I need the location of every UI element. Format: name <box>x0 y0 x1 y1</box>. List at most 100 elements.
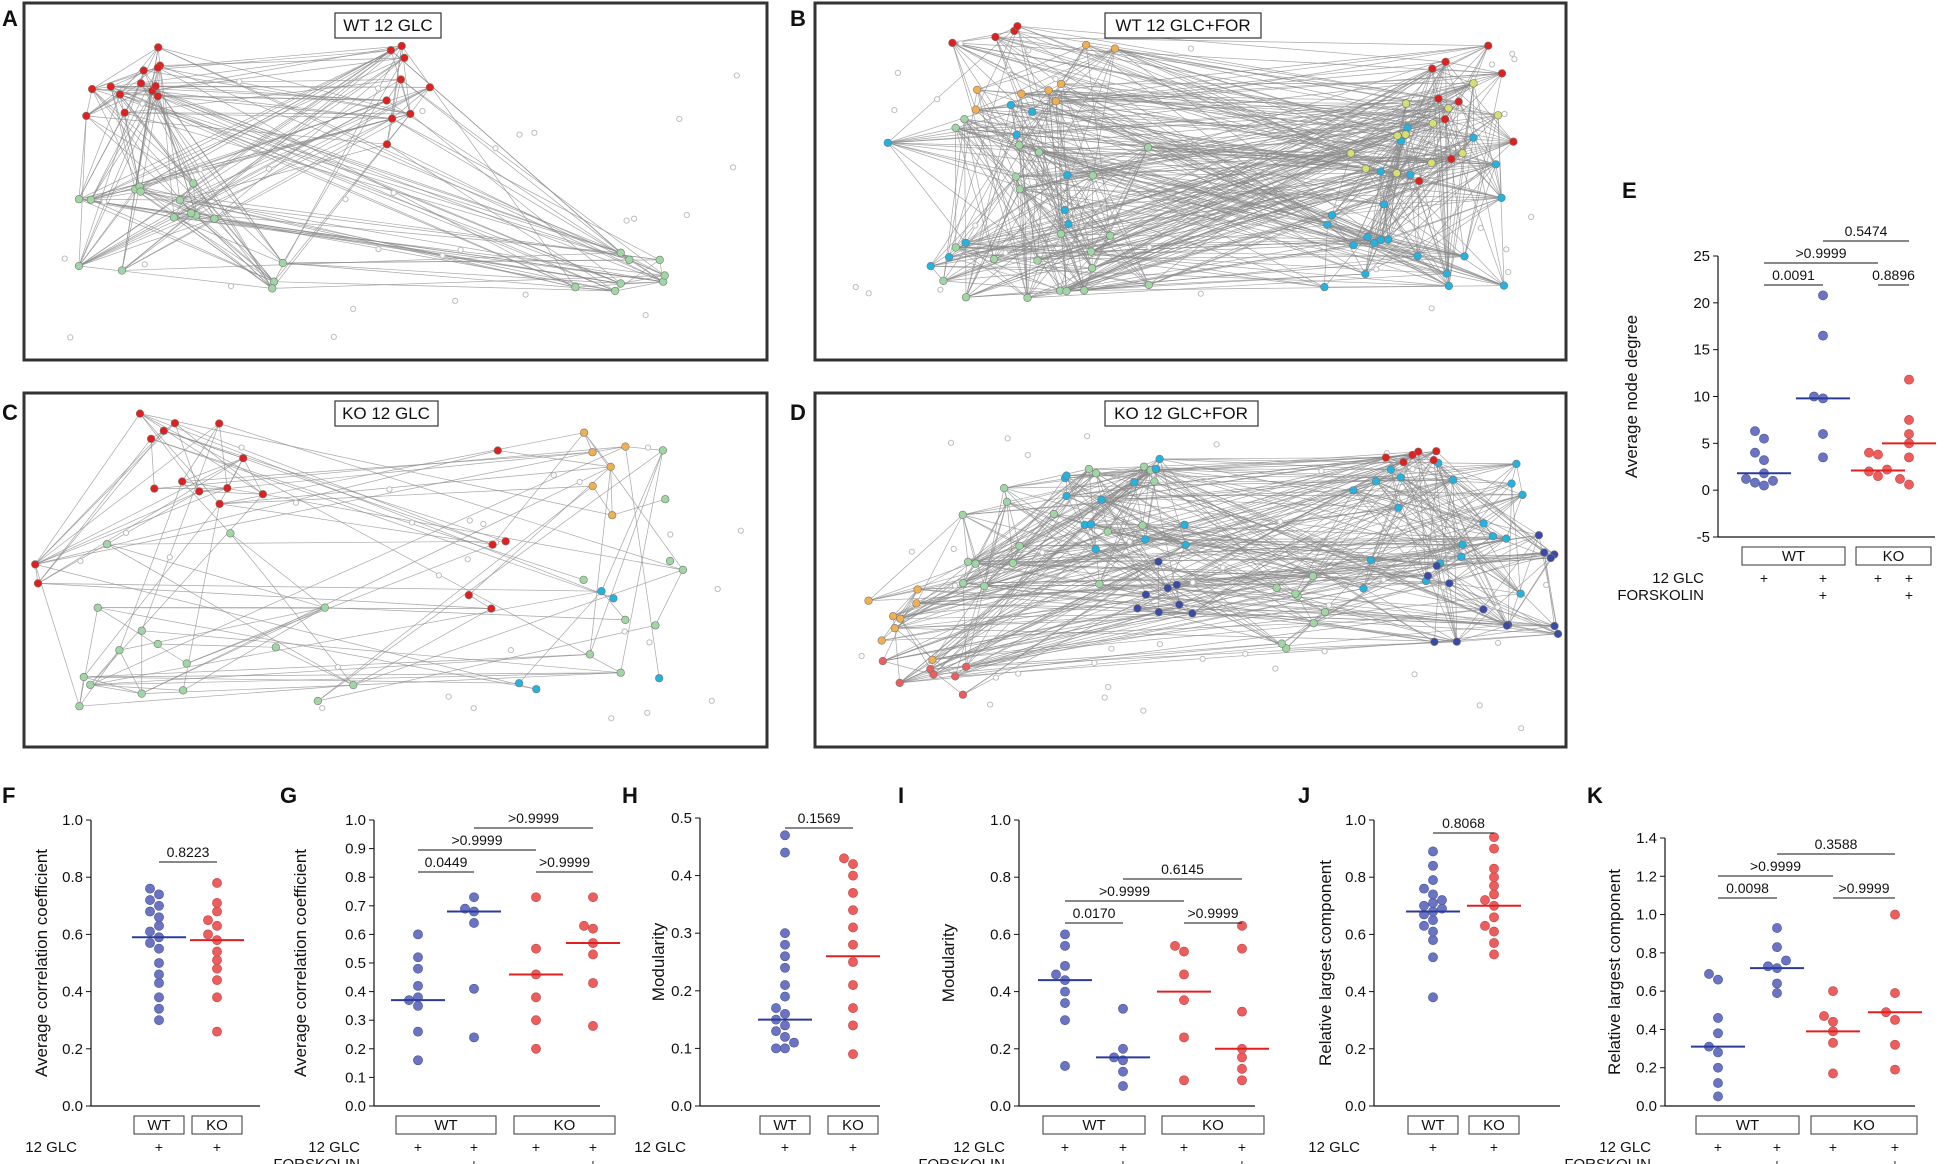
data-point <box>145 895 155 905</box>
network-node <box>1452 637 1461 646</box>
network-edge <box>1312 483 1512 577</box>
unconnected-node <box>1503 246 1510 253</box>
y-tick-label: 25 <box>1693 248 1710 265</box>
data-point <box>771 1003 781 1013</box>
network-node <box>883 138 892 147</box>
network-edge <box>882 544 1463 662</box>
network-edge <box>899 450 1437 684</box>
network-node <box>170 419 179 428</box>
network-node <box>1448 475 1458 485</box>
network-edge <box>190 212 275 282</box>
network-edge <box>353 569 684 686</box>
network-edge <box>230 533 326 608</box>
data-point <box>1480 920 1490 931</box>
network-edge <box>933 468 1157 675</box>
network-edge <box>83 503 220 678</box>
network-edge <box>90 86 431 201</box>
data-point <box>1489 912 1499 923</box>
network-node <box>400 53 409 63</box>
network-edge <box>140 83 621 284</box>
network-edge <box>1363 580 1427 589</box>
network-node <box>487 604 496 613</box>
network-edge <box>995 36 1351 154</box>
network-edge <box>1114 48 1432 164</box>
p-value-label: >0.9999 <box>1796 245 1847 261</box>
data-point <box>1428 915 1438 925</box>
network-node <box>258 490 268 499</box>
network-node <box>944 253 954 262</box>
network-node <box>1346 149 1355 158</box>
group-label: KO <box>1883 548 1905 565</box>
data-point <box>154 943 164 954</box>
network-edge <box>79 607 99 707</box>
network-node <box>1349 486 1358 495</box>
network-edge <box>930 153 1351 267</box>
network-node <box>1002 497 1012 507</box>
network-edge <box>1114 48 1411 175</box>
network-node <box>1027 107 1037 116</box>
network-edge <box>1432 68 1503 74</box>
y-tick-label: 0.5 <box>345 955 366 972</box>
svg-text:WT 12 GLC+FOR: WT 12 GLC+FOR <box>1115 16 1250 35</box>
network-edge <box>1018 145 1028 298</box>
data-point <box>1428 860 1438 871</box>
condition-plus: + <box>532 1139 540 1155</box>
network-edge <box>1091 524 1484 610</box>
network-edge <box>1473 83 1502 198</box>
network-edge <box>119 481 183 651</box>
network-node <box>182 659 191 668</box>
p-value-label: 0.3588 <box>1815 836 1858 852</box>
network-edge <box>219 485 593 505</box>
network-edge <box>386 144 616 292</box>
network-edge <box>1419 180 1502 199</box>
network-edge <box>1417 255 1450 287</box>
network-edge <box>1396 172 1502 199</box>
network-edge <box>1396 107 1449 174</box>
network-edge <box>1048 90 1408 129</box>
network-edge <box>1437 462 1523 496</box>
data-point <box>780 1008 790 1019</box>
condition-label: FORSKOLIN <box>273 1156 360 1164</box>
data-point <box>1237 1052 1247 1063</box>
network-edge <box>1473 45 1489 84</box>
data-point <box>1118 1043 1128 1054</box>
network-edge <box>1327 224 1354 246</box>
network-node <box>1080 286 1089 295</box>
data-point <box>145 883 155 894</box>
network-node <box>1133 604 1142 613</box>
network-edge <box>1438 98 1463 154</box>
network-edge <box>158 47 411 115</box>
network-edge <box>1403 450 1437 463</box>
panel-letter-i: I <box>898 783 904 808</box>
network-edge <box>1066 454 1413 476</box>
network-edge <box>1017 25 1446 63</box>
network-edge <box>35 491 200 565</box>
network-edge <box>975 466 1145 565</box>
network-edge <box>1067 174 1418 257</box>
network-edge <box>965 481 1377 668</box>
network-node <box>1371 477 1381 486</box>
network-edge <box>952 42 1474 139</box>
network-node <box>1376 167 1385 176</box>
network-edge <box>1038 151 1450 287</box>
network-edge <box>119 94 621 284</box>
network-edge <box>492 432 585 545</box>
network-edge <box>34 413 141 565</box>
network-edge <box>1365 168 1465 257</box>
network-edge <box>1037 260 1067 292</box>
network-node <box>1011 172 1021 181</box>
data-point <box>588 949 598 960</box>
unconnected-node <box>1272 665 1279 672</box>
network-edge <box>157 643 276 648</box>
data-point <box>212 1026 222 1037</box>
network-node <box>1428 64 1437 73</box>
network-edge <box>272 275 665 289</box>
network-edge <box>139 413 613 516</box>
network-node <box>514 679 524 688</box>
network-node <box>1469 133 1478 142</box>
unconnected-node <box>1501 110 1508 118</box>
group-label: WT <box>773 1117 796 1134</box>
data-point <box>154 1015 164 1026</box>
data-point <box>1060 940 1070 951</box>
network-edge <box>134 90 153 190</box>
